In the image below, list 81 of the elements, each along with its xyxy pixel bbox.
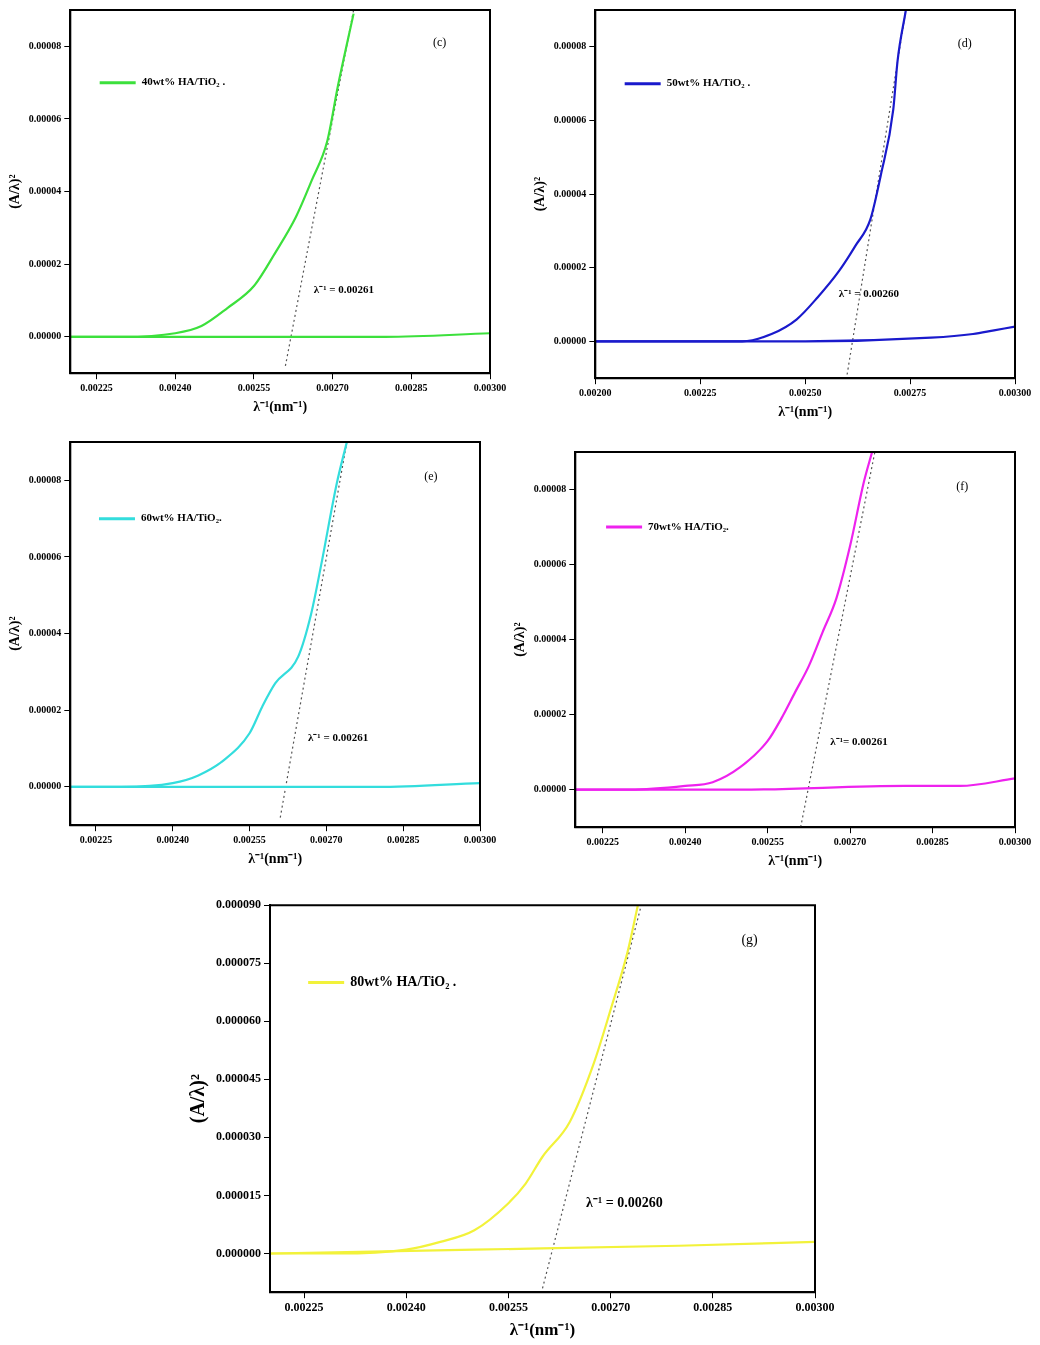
x-axis-title: λ⁻¹(nm⁻¹) [253,399,308,416]
legend-label: 80wt% HA/TiO₂ . [350,974,457,990]
annotation: λ⁻¹ = 0.00260 [838,287,900,300]
x-tick-label: 0.00285 [693,1300,733,1315]
y-tick-label: 0.00008 [28,473,62,485]
x-tick-label: 0.00225 [80,381,113,393]
x-tick-label: 0.00300 [998,835,1032,847]
y-tick-label: 0.00002 [28,257,62,269]
x-tick-label: 0.00200 [579,386,612,398]
annotation: λ⁻¹= 0.00261 [830,734,888,747]
y-tick-label: 0.000075 [216,955,261,970]
legend-label: 60wt% HA/TiO₂. [140,511,222,524]
x-tick-label: 0.00225 [79,833,113,845]
y-tick-label: 0.00002 [553,261,587,273]
x-tick-label: 0.00255 [488,1300,528,1315]
legend-label: 50wt% HA/TiO₂ . [666,76,751,89]
y-axis-title: (A/λ)² [7,174,24,209]
x-tick-label: 0.00240 [668,835,702,847]
y-axis-title: (A/λ)² [186,1074,210,1124]
y-tick-label: 0.00008 [553,40,587,52]
x-tick-label: 0.00270 [310,833,343,845]
y-tick-label: 0.00006 [28,112,62,124]
y-tick-label: 0.00004 [553,187,587,199]
x-tick-label: 0.00275 [893,386,927,398]
x-tick-label: 0.00250 [788,386,822,398]
y-tick-label: 0.000045 [216,1071,261,1086]
x-tick-label: 0.00225 [683,386,717,398]
y-tick-label: 0.00004 [533,633,567,645]
y-tick-label: 0.00008 [28,39,62,51]
x-tick-label: 0.00300 [473,381,507,393]
x-tick-label: 0.00240 [386,1300,426,1315]
x-tick-label: 0.00255 [233,833,266,845]
y-tick-label: 0.00006 [533,558,567,570]
y-tick-label: 0.000060 [216,1013,261,1028]
y-tick-label: 0.00006 [553,114,587,126]
x-tick-label: 0.00285 [386,833,420,845]
y-tick-label: 0.00002 [533,708,567,720]
x-tick-label: 0.00255 [751,835,784,847]
annotation: (d) [957,35,972,50]
y-tick-label: 0.00000 [28,330,62,342]
x-tick-label: 0.00285 [916,835,949,847]
y-tick-label: 0.000030 [216,1129,261,1144]
x-tick-label: 0.00270 [316,381,349,393]
annotation: λ⁻¹ = 0.00261 [313,283,374,296]
annotation: (e) [424,469,438,484]
x-tick-label: 0.00255 [237,381,271,393]
y-tick-label: 0.00000 [553,334,587,346]
x-tick-label: 0.00225 [284,1300,324,1315]
x-axis-title: λ⁻¹(nm⁻¹) [778,404,833,421]
y-tick-label: 0.00002 [28,703,62,715]
y-tick-label: 0.00000 [28,780,62,792]
x-axis-title: λ⁻¹(nm⁻¹) [768,853,823,870]
y-tick-label: 0.000000 [216,1245,261,1260]
x-tick-label: 0.00270 [833,835,867,847]
x-tick-label: 0.00270 [591,1300,631,1315]
annotation: λ⁻¹ = 0.00261 [307,730,369,743]
legend-label: 40wt% HA/TiO₂ . [141,75,226,88]
y-tick-label: 0.00000 [533,783,567,795]
x-tick-label: 0.00300 [998,386,1032,398]
y-axis-title: (A/λ)² [7,616,24,651]
x-tick-label: 0.00285 [395,381,428,393]
x-tick-label: 0.00300 [463,833,497,845]
annotation: (g) [741,931,759,948]
x-tick-label: 0.00300 [795,1300,835,1315]
annotation: (c) [432,35,447,50]
y-tick-label: 0.00004 [28,185,62,197]
y-tick-label: 0.00004 [28,627,62,639]
annotation: λ⁻¹ = 0.00260 [586,1195,663,1211]
legend-label: 70wt% HA/TiO₂. [648,519,730,532]
x-axis-title: λ⁻¹(nm⁻¹) [509,1320,576,1340]
x-tick-label: 0.00240 [158,381,192,393]
y-axis-title: (A/λ)² [532,176,549,212]
x-tick-label: 0.00240 [156,833,189,845]
y-tick-label: 0.000015 [216,1187,261,1202]
y-tick-label: 0.00008 [533,483,567,495]
x-axis-title: λ⁻¹(nm⁻¹) [248,851,303,868]
y-tick-label: 0.000090 [216,897,261,912]
x-tick-label: 0.00225 [586,835,620,847]
annotation: (f) [956,478,969,493]
y-axis-title: (A/λ)² [512,622,529,657]
y-tick-label: 0.00006 [28,550,62,562]
